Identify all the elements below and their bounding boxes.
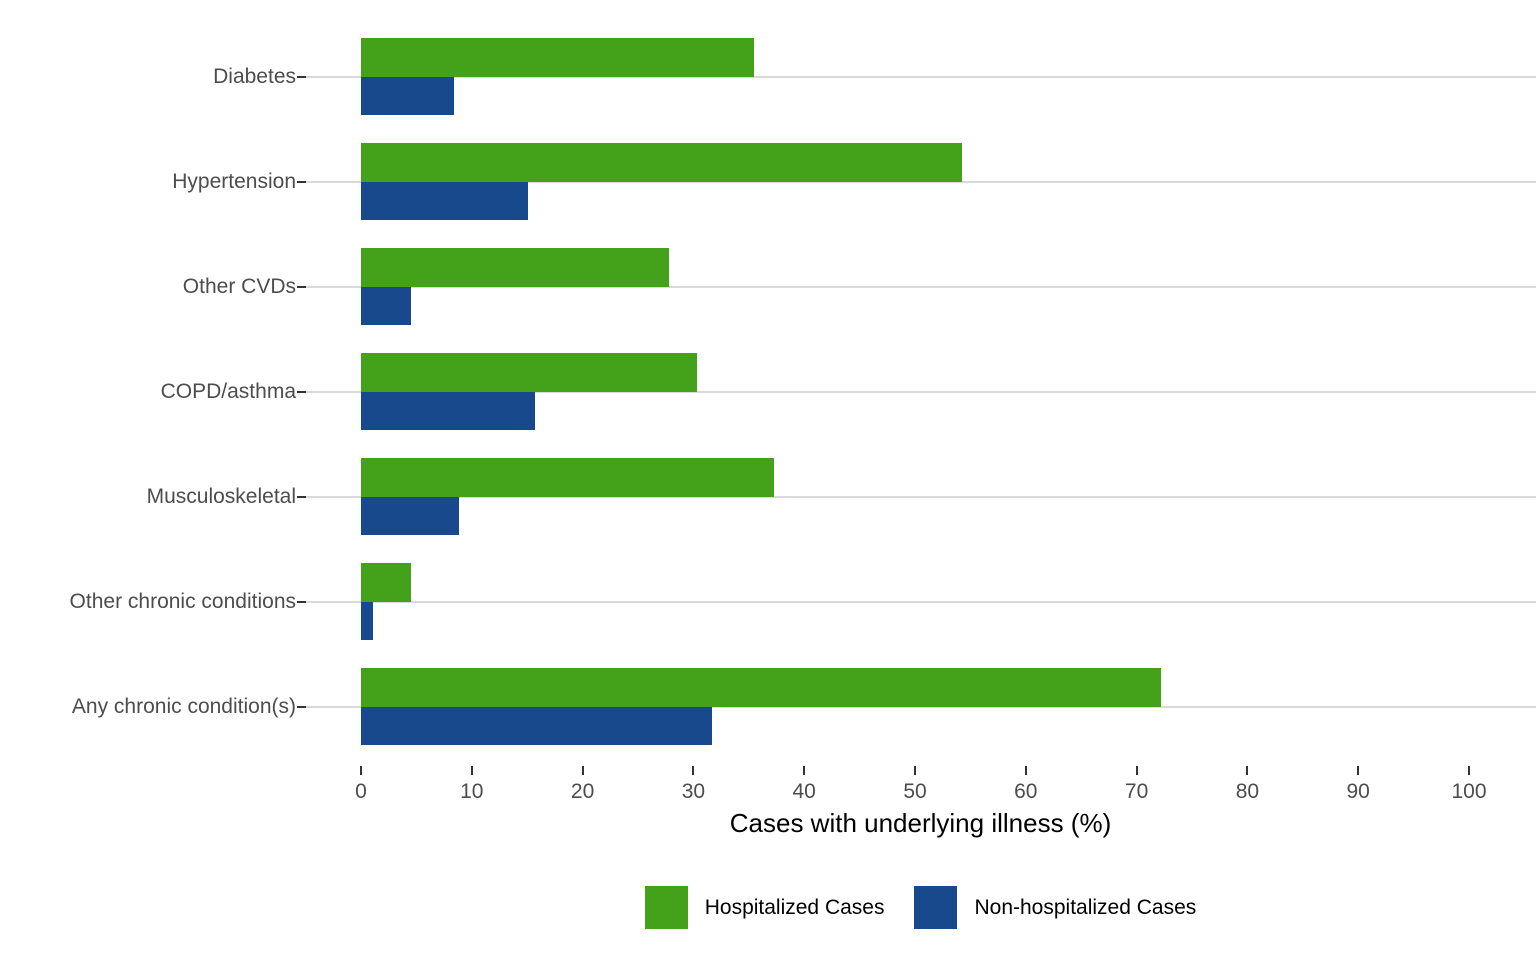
legend-label: Non-hospitalized Cases (974, 895, 1197, 919)
x-tick-label: 0 (355, 780, 367, 803)
x-tick-label: 80 (1235, 780, 1260, 803)
major-gridline (306, 286, 1536, 288)
legend-item: Hospitalized Cases (644, 886, 885, 929)
bar-non-hospitalized (361, 287, 411, 325)
bar-non-hospitalized (361, 707, 712, 745)
x-tick-label: 40 (792, 780, 816, 803)
y-axis-tick (297, 181, 306, 183)
x-axis-tick (470, 766, 473, 775)
bar-non-hospitalized (361, 182, 528, 220)
category-label: Musculoskeletal (146, 485, 296, 508)
x-tick-label: 60 (1014, 780, 1038, 803)
category-label: COPD/asthma (160, 380, 296, 403)
y-axis-tick (297, 601, 306, 603)
bar-hospitalized (361, 143, 962, 182)
x-tick-label: 30 (681, 780, 706, 803)
category-label: Diabetes (213, 65, 296, 88)
bar-hospitalized (361, 353, 697, 392)
x-axis-tick (1246, 766, 1249, 775)
x-tick-label: 50 (903, 780, 927, 803)
major-gridline (306, 496, 1536, 498)
x-axis-title-wrap: Cases with underlying illness (%) (305, 808, 1536, 839)
category-label: Any chronic condition(s) (71, 695, 296, 718)
major-gridline (306, 601, 1536, 603)
x-tick-label: 10 (460, 780, 484, 803)
legend-swatch (644, 886, 688, 929)
y-axis-tick (297, 706, 306, 708)
x-axis-tick (1468, 766, 1470, 775)
bar-hospitalized (361, 668, 1161, 707)
x-axis-tick (360, 766, 362, 775)
major-gridline (306, 181, 1536, 183)
category-label: Other chronic conditions (69, 590, 296, 613)
legend-item: Non-hospitalized Cases (914, 886, 1196, 929)
bar-hospitalized (361, 563, 411, 602)
x-axis-tick (1135, 766, 1138, 775)
y-axis-tick (297, 76, 306, 78)
bar-non-hospitalized (361, 392, 535, 430)
x-tick-label: 100 (1451, 780, 1487, 803)
y-axis-tick (297, 391, 306, 393)
category-label: Hypertension (172, 170, 296, 193)
bar-hospitalized (361, 248, 669, 287)
x-tick-label: 70 (1124, 780, 1149, 803)
bar-hospitalized (361, 458, 774, 497)
x-axis-tick (1024, 766, 1027, 775)
x-tick-label: 90 (1346, 780, 1370, 803)
bar-non-hospitalized (361, 497, 459, 535)
y-axis-tick (297, 496, 306, 498)
bar-non-hospitalized (361, 77, 454, 115)
x-tick-label: 20 (570, 780, 595, 803)
x-axis-tick (914, 766, 916, 775)
category-label: Other CVDs (182, 275, 296, 298)
legend-swatch (914, 886, 958, 929)
bar-hospitalized (361, 38, 754, 77)
bar-non-hospitalized (361, 602, 373, 640)
x-axis-title: Cases with underlying illness (%) (729, 808, 1112, 838)
legend: Hospitalized Cases Non-hospitalized Cases (305, 886, 1536, 929)
y-axis-tick (297, 286, 306, 288)
legend-label: Hospitalized Cases (704, 895, 885, 919)
x-axis-tick (581, 766, 584, 775)
major-gridline (306, 706, 1536, 708)
x-axis-tick (803, 766, 806, 775)
major-gridline (306, 391, 1536, 393)
x-axis-tick (1357, 766, 1360, 775)
major-gridline (306, 76, 1536, 78)
x-axis-tick (692, 766, 695, 775)
